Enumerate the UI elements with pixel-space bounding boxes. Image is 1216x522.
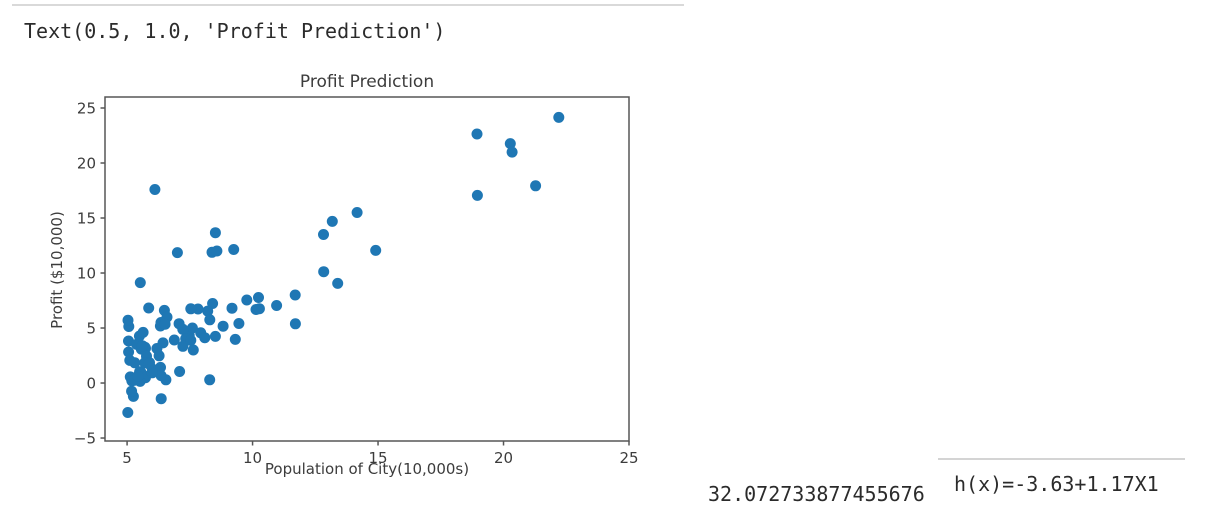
scatter-point (253, 292, 264, 303)
y-tick-label: 25 (77, 100, 96, 118)
scatter-point (217, 320, 229, 332)
scatter-point (253, 303, 265, 315)
y-tick-label: 10 (77, 265, 96, 283)
scatter-point (211, 245, 223, 257)
scatter-point (228, 244, 240, 255)
scatter-point (177, 323, 189, 335)
scatter-point (185, 303, 197, 315)
scatter-point (326, 215, 338, 227)
scatter-point (137, 326, 149, 338)
scatter-point (149, 184, 161, 195)
scatter-point (332, 277, 344, 289)
scatter-point (204, 374, 216, 386)
cost-value-output: 32.072733877455676 (708, 482, 925, 506)
scatter-point (155, 393, 167, 405)
scatter-point (122, 407, 134, 418)
y-tick-label: −5 (74, 430, 96, 448)
scatter-point (132, 370, 144, 382)
scatter-point (209, 227, 221, 239)
scatter-point (123, 346, 135, 358)
scatter-point (289, 289, 301, 301)
scatter-point (370, 244, 382, 256)
scatter-point (187, 344, 199, 356)
scatter-point (351, 207, 363, 218)
scatter-point (229, 333, 241, 345)
cell-divider-hypothesis (938, 458, 1185, 460)
scatter-point (318, 229, 329, 240)
scatter-point (171, 247, 183, 259)
scatter-point (202, 305, 214, 317)
y-tick-label: 20 (77, 155, 96, 173)
scatter-point (226, 302, 238, 314)
text-repr-output: Text(0.5, 1.0, 'Profit Prediction') (24, 19, 446, 43)
scatter-point (504, 138, 516, 150)
x-tick-label: 15 (368, 449, 387, 467)
scatter-point (233, 318, 245, 329)
scatter-point (155, 370, 167, 382)
scatter-point (159, 318, 171, 330)
scatter-point (155, 361, 166, 373)
y-axis-label: Profit ($10,000) (48, 211, 66, 329)
scatter-point (153, 350, 165, 362)
scatter-point (471, 128, 483, 140)
x-axis-label: Population of City(10,000s) (265, 460, 469, 478)
scatter-point (185, 334, 197, 346)
scatter-point (124, 354, 136, 366)
scatter-point (122, 314, 134, 326)
y-tick-label: 15 (77, 210, 96, 228)
x-tick-label: 5 (122, 449, 132, 467)
hypothesis-output: h(x)=-3.63+1.17X1 (954, 472, 1159, 496)
y-tick-label: 0 (86, 375, 96, 393)
scatter-point (553, 111, 565, 123)
scatter-point (174, 366, 186, 377)
scatter-point (143, 358, 155, 370)
scatter-point (177, 340, 189, 352)
scatter-point (136, 340, 148, 352)
scatter-point (199, 332, 211, 344)
scatter-point (146, 367, 158, 379)
scatter-point (126, 385, 138, 397)
scatter-point (143, 302, 155, 314)
scatter-point (506, 146, 518, 158)
x-tick-label: 20 (494, 449, 513, 467)
x-tick-label: 25 (619, 449, 638, 467)
scatter-point (318, 266, 330, 278)
scatter-point (134, 277, 146, 289)
chart-title: Profit Prediction (300, 72, 434, 92)
scatter-point (289, 318, 301, 330)
axis-ticks: 5 10 15 20 25 25 20 15 10 5 0 −5 (74, 100, 639, 467)
scatter-point (271, 300, 283, 311)
x-tick-label: 10 (243, 449, 262, 467)
scatter-point (209, 330, 221, 342)
scatter-point (530, 180, 542, 192)
scatter-point (241, 294, 253, 306)
scatter-point (471, 189, 483, 201)
cell-divider-top (12, 4, 684, 6)
plot-area (104, 96, 630, 442)
y-tick-label: 5 (86, 320, 96, 338)
scatter-point (168, 334, 180, 346)
scatter-point (186, 322, 198, 334)
scatter-points (122, 111, 565, 418)
scatter-point (204, 314, 216, 326)
